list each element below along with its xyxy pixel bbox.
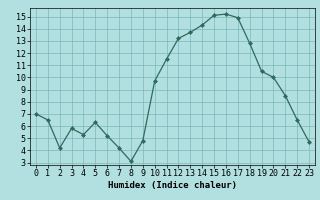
- X-axis label: Humidex (Indice chaleur): Humidex (Indice chaleur): [108, 181, 237, 190]
